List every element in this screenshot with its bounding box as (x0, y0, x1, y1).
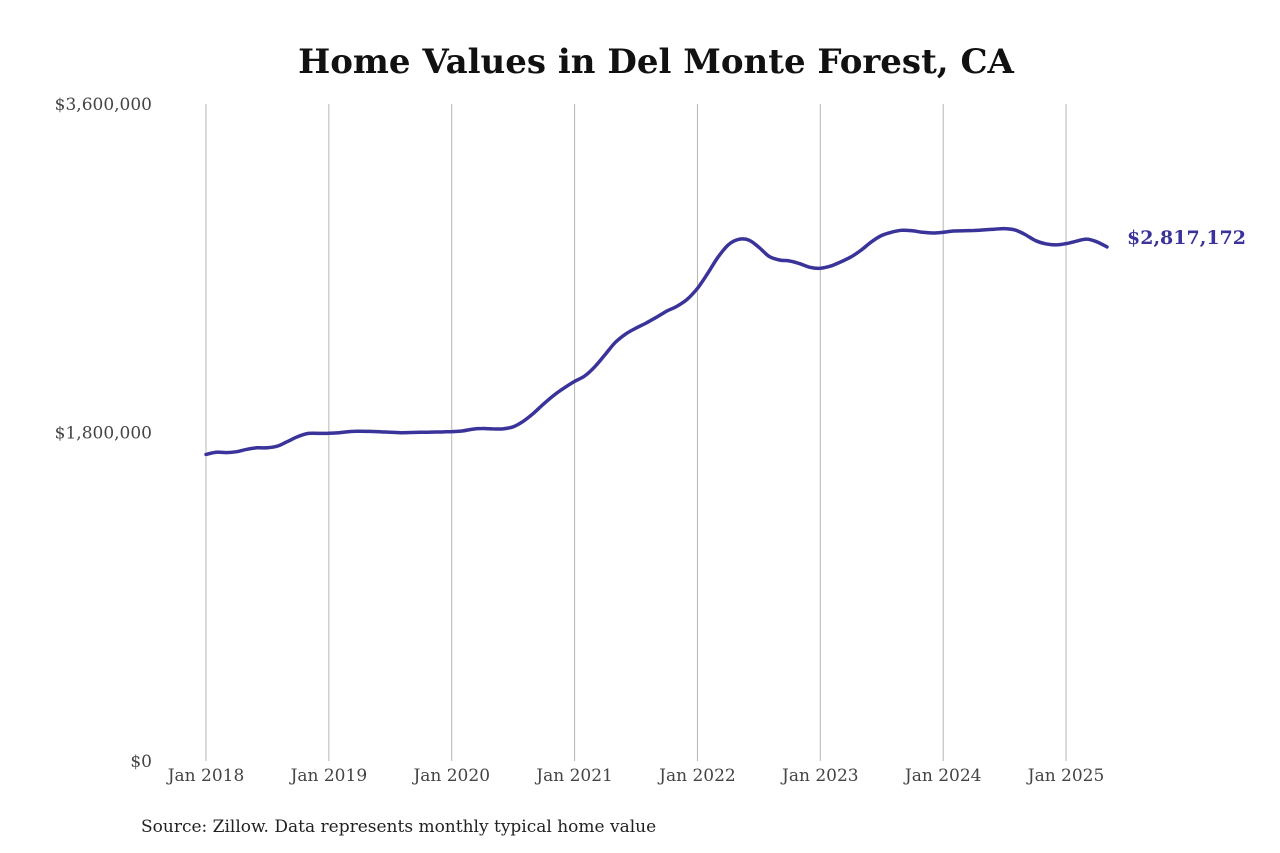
y-axis-ticks: $0 $1,800,000 $3,600,000 (55, 95, 152, 772)
last-value-label: $2,817,172 (1127, 227, 1246, 249)
x-axis-ticks: Jan 2018 Jan 2019 Jan 2020 Jan 2021 Jan 2022… (166, 766, 1105, 786)
y-tick-label: $1,800,000 (55, 424, 152, 444)
x-tick-label: Jan 2024 (903, 766, 982, 786)
y-tick-label: $0 (130, 752, 152, 772)
chart-title: Home Values in Del Monte Forest, CA (298, 42, 1014, 82)
x-tick-label: Jan 2023 (780, 766, 859, 786)
series-line-home-value (204, 226, 1109, 457)
x-tick-label: Jan 2020 (411, 766, 490, 786)
source-note: Source: Zillow. Data represents monthly … (141, 817, 657, 837)
x-tick-label: Jan 2025 (1026, 766, 1105, 786)
x-tick-label: Jan 2022 (657, 766, 736, 786)
x-tick-label: Jan 2019 (289, 766, 368, 786)
x-tick-label: Jan 2018 (166, 766, 245, 786)
y-tick-label: $3,600,000 (55, 95, 152, 115)
x-tick-label: Jan 2021 (534, 766, 613, 786)
